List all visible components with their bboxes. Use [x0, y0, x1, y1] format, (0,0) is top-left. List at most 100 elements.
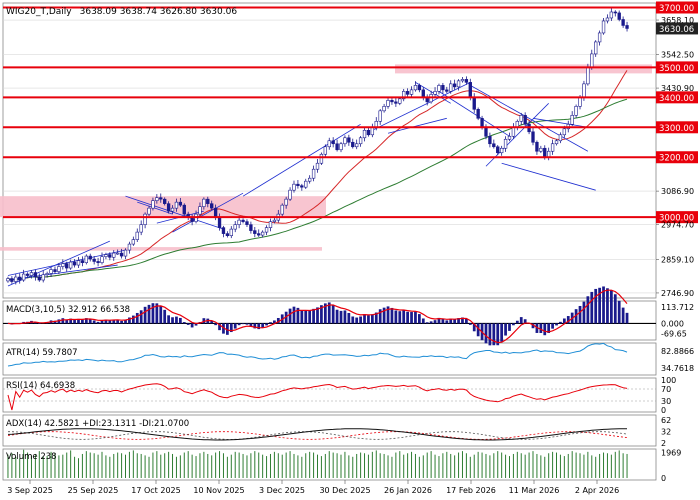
candle-body [331, 140, 335, 145]
candle-body [319, 153, 324, 164]
adx-panel-frame [2, 414, 657, 447]
candle-body [437, 85, 441, 92]
candle-body [296, 183, 300, 186]
trend-line [501, 162, 596, 191]
macd-bar [112, 319, 116, 324]
candle-body [104, 254, 108, 257]
rsi-label: RSI(14) 64.6938 [6, 381, 75, 391]
macd-bar [128, 317, 131, 324]
candle-body [499, 147, 504, 154]
macd-bar [104, 319, 108, 324]
candle-body [582, 83, 586, 98]
macd-bar [539, 323, 543, 334]
candle-body [260, 231, 265, 236]
macd-bar [484, 323, 488, 344]
macd-bar [613, 294, 617, 324]
macd-bar [559, 321, 562, 324]
macd-signal-line [7, 289, 628, 344]
candle-body [539, 147, 543, 152]
candle-body [280, 204, 284, 215]
macd-bar [237, 323, 241, 326]
candle-body [304, 180, 308, 188]
macd-bar [229, 323, 233, 333]
minus-di-line [8, 431, 628, 440]
macd-bar [582, 301, 586, 324]
candle-body [100, 256, 104, 263]
zone-rect [395, 64, 652, 74]
candle-body [382, 106, 386, 112]
macd-bar [159, 305, 163, 324]
candle-body [488, 135, 492, 145]
candle-body [115, 252, 120, 255]
macd-bar [312, 308, 315, 324]
macd-bar [543, 323, 547, 336]
macd-bar [504, 323, 507, 336]
macd-bar [273, 320, 276, 324]
candle-body [496, 146, 500, 154]
candle-body [456, 80, 461, 88]
macd-bar [241, 323, 245, 325]
trend-line [7, 264, 118, 281]
macd-bar [609, 290, 613, 324]
macd-bar [602, 286, 605, 324]
candle-body [402, 91, 406, 100]
current-price-badge [656, 22, 698, 35]
trend-line [125, 195, 224, 230]
candle-body [390, 100, 394, 103]
macd-bar [167, 315, 170, 324]
macd-bar [214, 323, 217, 326]
macd-bar [555, 323, 558, 326]
candle-body [398, 98, 402, 104]
candle-body [562, 128, 567, 136]
macd-bar [245, 323, 249, 325]
candle-body [613, 11, 617, 14]
candle-body [206, 198, 210, 204]
candle-body [409, 89, 414, 95]
macd-bar [88, 318, 92, 324]
candle-body [127, 243, 132, 251]
rsi-tick-label: 30 [661, 397, 671, 406]
macd-bar [457, 318, 460, 324]
macd-bar [37, 323, 41, 324]
level-label: 3000.00 [659, 214, 694, 224]
zone-rect [0, 247, 322, 251]
macd-bar [69, 318, 73, 324]
candle-body [21, 273, 26, 281]
time-tick-label: 10 Nov 2025 [193, 486, 244, 495]
main-panel-frame [2, 2, 657, 299]
macd-bar [288, 308, 292, 324]
candle-body [84, 255, 88, 263]
macd-bar [116, 319, 120, 324]
macd-bar [421, 318, 425, 324]
macd-bar [453, 319, 457, 324]
macd-bar [382, 307, 386, 324]
time-axis: 3 Sep 2025 25 Sep 2025 17 Oct 2025 10 Nov 2… [7, 480, 619, 495]
candle-body [452, 83, 457, 88]
candle-body [355, 143, 359, 148]
macd-bar [53, 320, 57, 324]
macd-panel-frame [2, 300, 657, 341]
rsi-panel-frame [2, 377, 657, 413]
volume-label: Volume 238 [6, 452, 57, 462]
macd-bar [34, 322, 37, 324]
macd-bar [284, 311, 288, 324]
macd-bar [402, 310, 406, 324]
candle-body [288, 189, 292, 200]
macd-bar [617, 300, 621, 324]
candle-body [92, 258, 96, 262]
candle-body [558, 134, 563, 142]
macd-bar [143, 306, 147, 324]
candle-body [65, 263, 69, 269]
candle-body [421, 89, 425, 98]
macd-bar [269, 322, 272, 324]
candle-body [249, 224, 253, 231]
candle-body [210, 203, 214, 209]
macd-bar [606, 288, 609, 324]
adx-line [7, 428, 627, 441]
macd-bar [178, 317, 182, 324]
candle-body [464, 79, 469, 83]
rsi-tick-label: 0 [661, 406, 666, 415]
macd-tick-label: 0.000 [661, 319, 684, 328]
price-levels: 3700.00 3500.00 3400.00 3300.00 3200.00 3000.… [3, 1, 698, 224]
macd-bar [226, 323, 229, 335]
